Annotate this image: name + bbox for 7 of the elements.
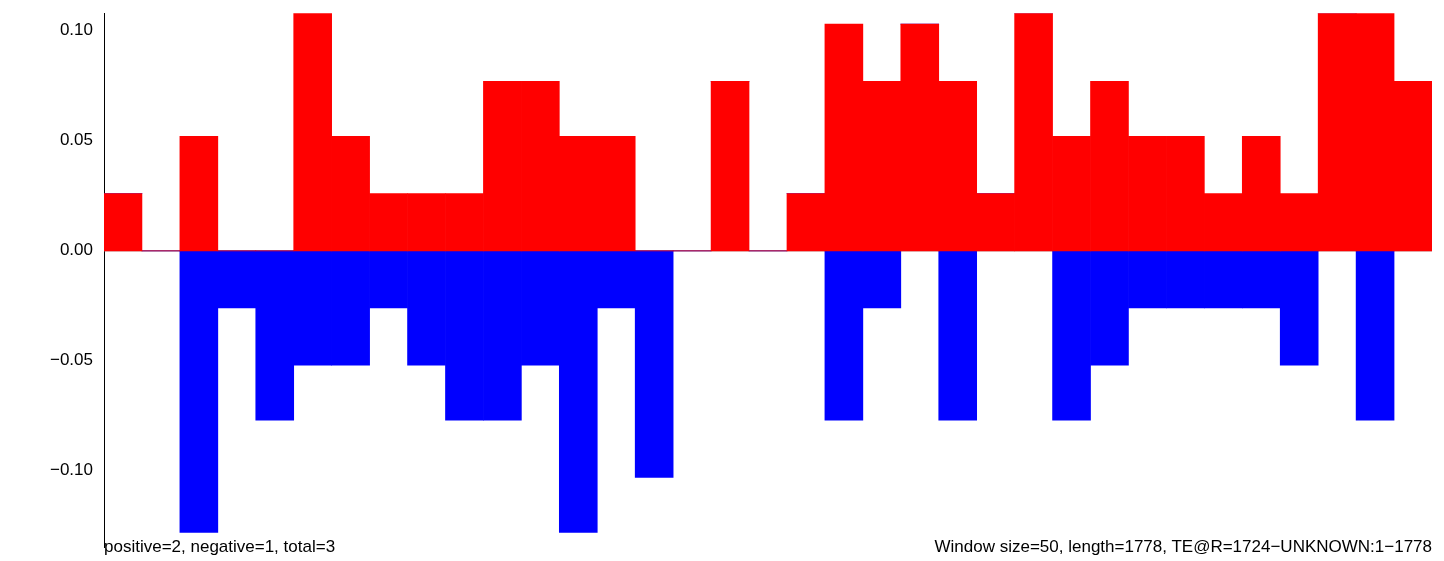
annotation: Window size=50, length=1778, TE@R=1724−UNKNOWN:1−1778	[934, 537, 1432, 557]
y-tick-label: −0.10	[49, 460, 93, 480]
y-tick-label: 0.05	[59, 130, 93, 150]
y-tick-label: −0.05	[49, 350, 93, 370]
y-tick-label: 0.10	[59, 20, 93, 40]
y-tick-label: 0.00	[59, 240, 93, 260]
annotation: positive=2, negative=1, total=3	[104, 537, 336, 557]
